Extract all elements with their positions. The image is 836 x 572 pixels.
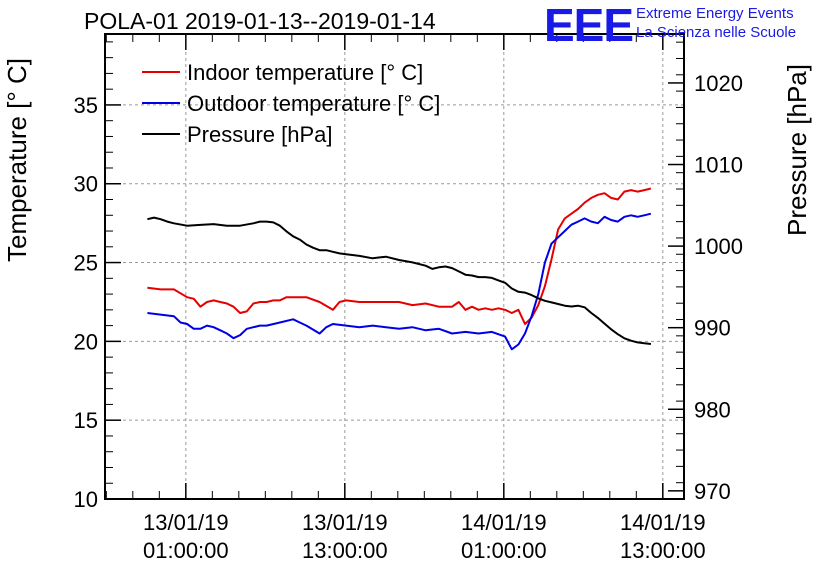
y2-axis-title: Pressure [hPa] [782, 64, 812, 236]
legend-label-pressure: Pressure [hPa] [187, 122, 333, 147]
y2-tick-label: 970 [694, 479, 731, 504]
plot-frame [104, 33, 685, 500]
x-tick-label-date: 14/01/19 [461, 510, 547, 535]
pressure-line [147, 216, 652, 345]
logo-caption: Extreme Energy Events La Scienza nelle S… [636, 4, 796, 42]
y-tick-label: 10 [74, 487, 98, 512]
eee-logo: EEE [544, 0, 634, 51]
legend: Indoor temperature [° C] Outdoor tempera… [142, 60, 440, 147]
x-tick-label-time: 13:00:00 [620, 538, 706, 563]
y2-tick-label: 1000 [694, 234, 743, 259]
x-tick-label-time: 01:00:00 [143, 538, 229, 563]
x-tick-label-date: 13/01/19 [143, 510, 229, 535]
y-tick-label: 25 [74, 251, 98, 276]
logo-caption-line2: La Scienza nelle Scuole [636, 24, 797, 41]
legend-label-outdoor: Outdoor temperature [° C] [187, 91, 440, 116]
y2-tick-label: 980 [694, 397, 731, 422]
tick-labels: 13/01/19 01:00:00 13/01/19 13:00:00 14/01/19… [74, 71, 743, 563]
legend-label-indoor: Indoor temperature [° C] [187, 60, 423, 85]
logo-caption-line1: Extreme Energy Events [636, 5, 794, 22]
series-lines [147, 187, 652, 351]
y-tick-label: 30 [74, 172, 98, 197]
y-tick-label: 35 [74, 93, 98, 118]
chart-title: POLA-01 2019-01-13--2019-01-14 [84, 8, 436, 34]
y-tick-label: 20 [74, 329, 98, 354]
outdoor-temperature-line [147, 212, 652, 351]
y2-tick-label: 1020 [694, 71, 743, 96]
x-tick-label-time: 13:00:00 [302, 538, 388, 563]
y-axis-title: Temperature [° C] [2, 58, 32, 262]
y2-tick-label: 1010 [694, 153, 743, 178]
axis-ticks [105, 34, 684, 500]
y2-tick-label: 990 [694, 316, 731, 341]
x-tick-label-time: 01:00:00 [461, 538, 547, 563]
x-tick-label-date: 13/01/19 [302, 510, 388, 535]
x-tick-label-date: 14/01/19 [620, 510, 706, 535]
indoor-temperature-line [147, 187, 652, 325]
y-tick-label: 15 [74, 408, 98, 433]
